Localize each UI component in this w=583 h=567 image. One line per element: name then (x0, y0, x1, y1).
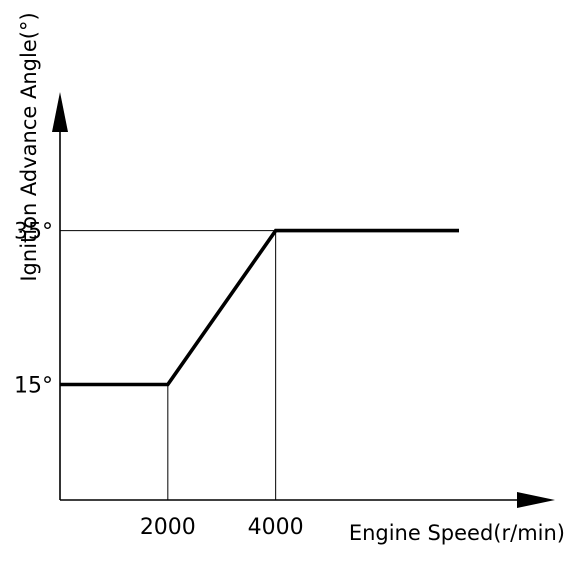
y-axis-arrowhead (52, 92, 68, 132)
y-tick-label-35: 35° (14, 220, 53, 245)
axes (52, 92, 555, 508)
guide-lines (60, 230, 277, 500)
series-line-0 (60, 228, 459, 387)
y-tick-label-15: 15° (14, 374, 53, 399)
y-axis-label: Ignition Advance Angle(°) (17, 12, 41, 281)
tick-labels: 2000 4000 15° 35° (14, 220, 304, 540)
x-tick-label-4000: 4000 (248, 515, 304, 540)
series-group (60, 228, 459, 387)
x-axis-label: Engine Speed(r/min) (349, 521, 565, 545)
x-axis-arrowhead (517, 492, 555, 508)
x-tick-label-2000: 2000 (140, 515, 196, 540)
